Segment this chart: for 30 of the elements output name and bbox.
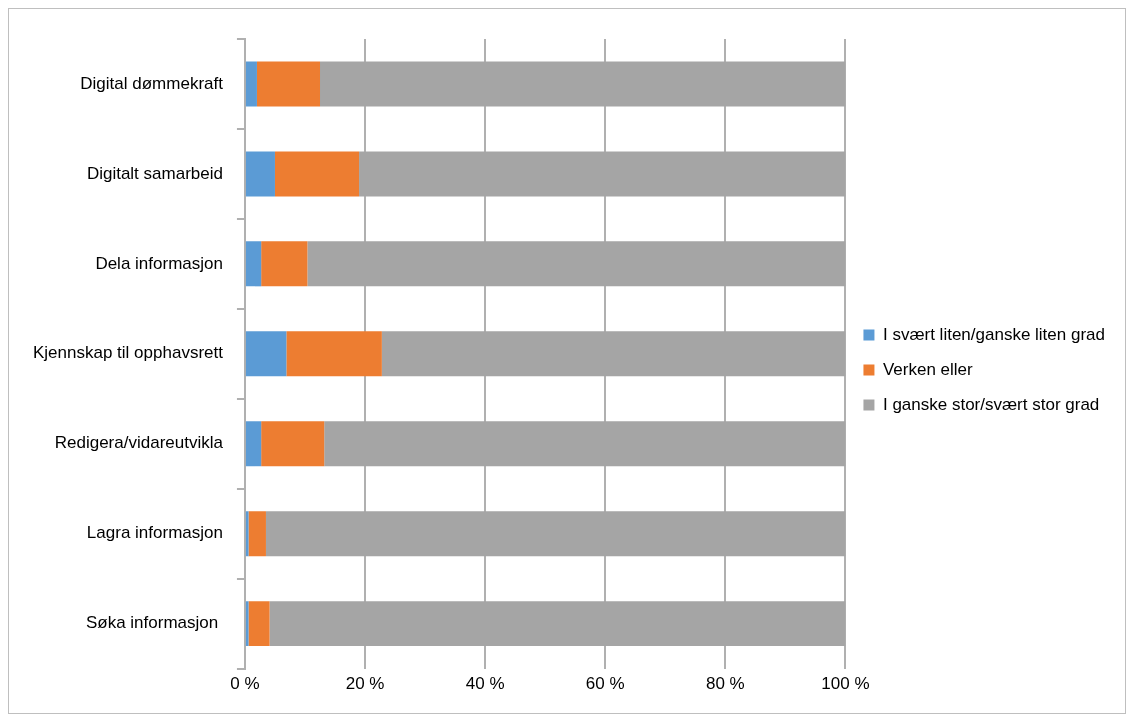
bar: [286, 331, 382, 377]
y-tick-label: Lagra informasjon: [86, 523, 223, 543]
y-tick-label: Søka informasjon: [85, 613, 223, 633]
bar: [245, 511, 249, 557]
bar: [245, 241, 262, 287]
bar: [245, 151, 275, 197]
y-tick-label: Digital dømmekraft: [80, 73, 224, 93]
y-tick-label: Dela informasjon: [95, 253, 223, 273]
x-tick-label: 100 %: [821, 674, 870, 694]
x-tick-label: 0 %: [230, 674, 260, 694]
y-tick-label: Redigera/vidareutvikla: [54, 433, 224, 453]
bar: [245, 421, 262, 467]
legend-label: I ganske stor/svært stor grad: [882, 394, 1100, 414]
y-tick-label: Kjennskap til opphavsrett: [32, 343, 224, 363]
bar: [261, 241, 308, 287]
bar: [245, 61, 257, 107]
x-tick-label: 60 %: [585, 674, 625, 694]
bar: [245, 331, 287, 377]
bar: [245, 601, 249, 647]
bar: [261, 421, 325, 467]
y-tick-label: Digitalt samarbeid: [86, 163, 223, 183]
bar: [256, 61, 321, 107]
bar: [248, 511, 266, 557]
x-tick-label: 20 %: [345, 674, 385, 694]
bar: [274, 151, 360, 197]
legend-label: I svært liten/ganske liten grad: [882, 324, 1106, 344]
x-tick-label: 80 %: [705, 674, 745, 694]
legend-label: Verken eller: [882, 359, 974, 379]
bar: [248, 601, 270, 647]
x-tick-label: 40 %: [465, 674, 505, 694]
